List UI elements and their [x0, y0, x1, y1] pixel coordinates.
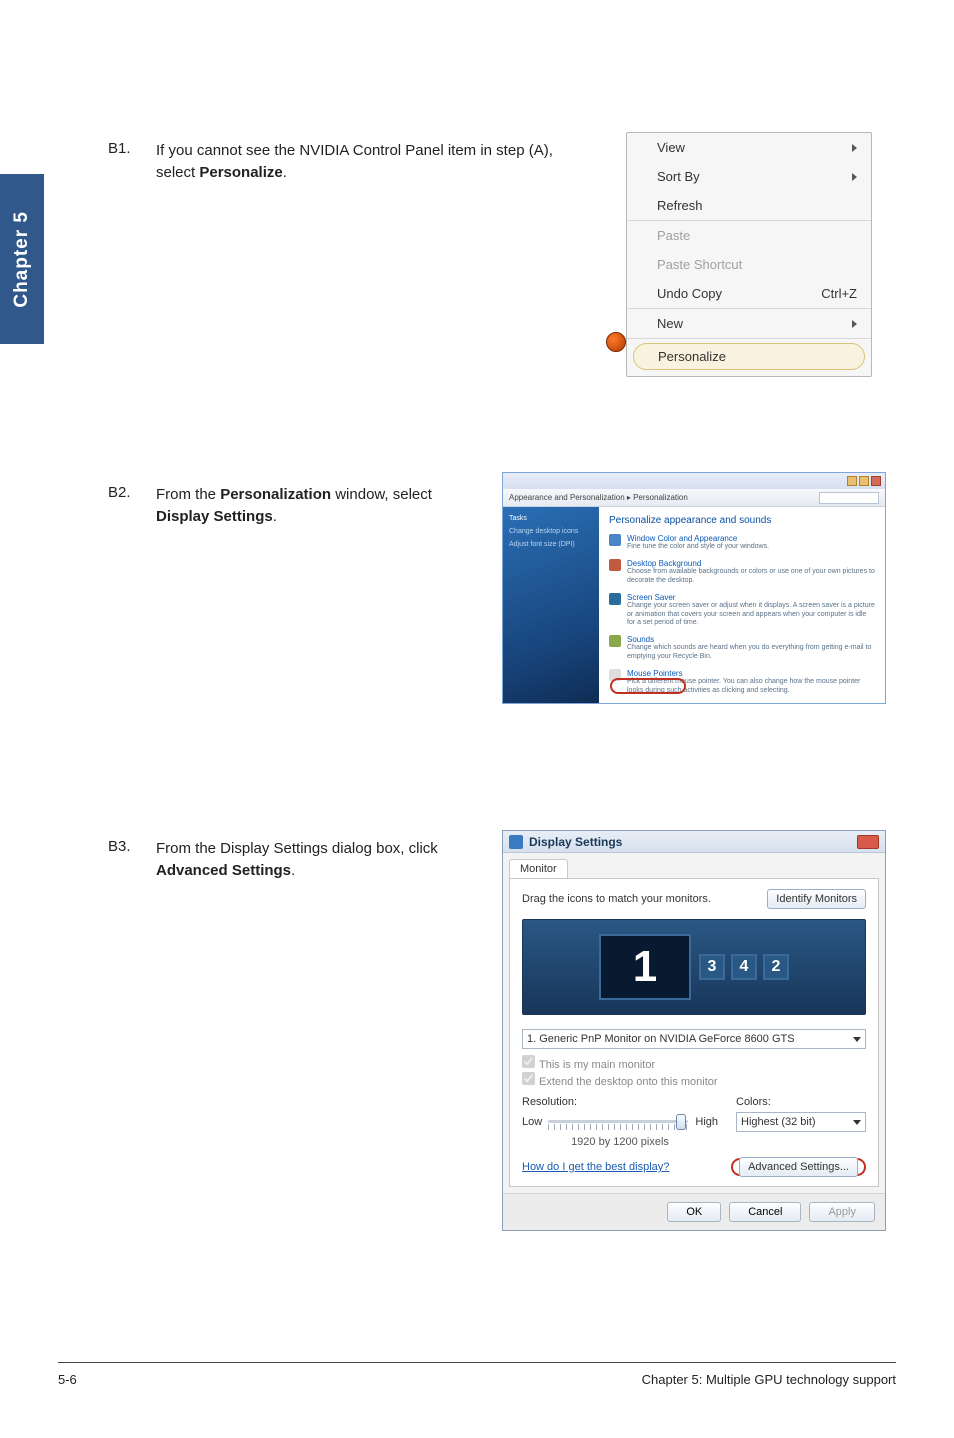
menu-paste: Paste: [627, 221, 871, 250]
monitor-arrangement[interactable]: 1 3 4 2: [522, 919, 866, 1015]
menu-undo-copy[interactable]: Undo CopyCtrl+Z: [627, 279, 871, 308]
display-settings-window: Display Settings Monitor Drag the icons …: [502, 830, 886, 1231]
drag-label: Drag the icons to match your monitors.: [522, 893, 711, 905]
monitor-select[interactable]: 1. Generic PnP Monitor on NVIDIA GeForce…: [522, 1029, 866, 1049]
chapter-tab: Chapter 5: [0, 174, 44, 344]
slider-thumb[interactable]: [676, 1114, 686, 1130]
chevron-down-icon: [853, 1037, 861, 1042]
search-input[interactable]: [819, 492, 879, 504]
step-number: B2.: [108, 484, 131, 501]
minimize-icon[interactable]: [847, 476, 857, 486]
resolution-slider[interactable]: Low High: [522, 1112, 718, 1132]
step-text: If you cannot see the NVIDIA Control Pan…: [156, 140, 576, 184]
window-titlebar: Display Settings: [503, 831, 885, 853]
menu-view[interactable]: View: [627, 133, 871, 162]
dialog-buttons: OK Cancel Apply: [503, 1193, 885, 1230]
help-link[interactable]: How do I get the best display?: [522, 1161, 669, 1173]
sidebar-link[interactable]: Change desktop icons: [509, 528, 593, 535]
sidebar-link[interactable]: Adjust font size (DPI): [509, 541, 593, 548]
submenu-arrow-icon: [852, 320, 857, 328]
address-bar: Appearance and Personalization ▸ Persona…: [503, 489, 885, 507]
submenu-arrow-icon: [852, 144, 857, 152]
colors-select[interactable]: Highest (32 bit): [736, 1112, 866, 1132]
window-title: Display Settings: [529, 835, 622, 849]
step-text: From the Personalization window, select …: [156, 484, 486, 528]
footer-divider: [58, 1362, 896, 1363]
link-window-color[interactable]: Window Color and Appearance: [627, 534, 769, 543]
advanced-settings-button[interactable]: Advanced Settings...: [739, 1157, 858, 1177]
tab-monitor[interactable]: Monitor: [509, 859, 568, 878]
page-title: Personalize appearance and sounds: [609, 515, 875, 526]
monitor-2[interactable]: 2: [763, 954, 789, 980]
breadcrumb[interactable]: Appearance and Personalization ▸ Persona…: [509, 493, 688, 502]
ok-button[interactable]: OK: [667, 1202, 721, 1222]
step-number: B1.: [108, 140, 131, 157]
menu-refresh[interactable]: Refresh: [627, 191, 871, 220]
desktop-background-icon: [609, 559, 621, 571]
maximize-icon[interactable]: [859, 476, 869, 486]
page-number: 5-6: [58, 1372, 77, 1387]
link-desktop-background[interactable]: Desktop Background: [627, 559, 875, 568]
monitor-3[interactable]: 3: [699, 954, 725, 980]
highlight-oval: Advanced Settings...: [731, 1158, 866, 1176]
desktop-context-menu: View Sort By Refresh Paste Paste Shortcu…: [626, 132, 872, 377]
apply-button: Apply: [809, 1202, 875, 1222]
monitor-4[interactable]: 4: [731, 954, 757, 980]
personalization-window: Appearance and Personalization ▸ Persona…: [502, 472, 886, 704]
menu-personalize[interactable]: Personalize: [633, 343, 865, 370]
tasks-sidebar: Tasks Change desktop icons Adjust font s…: [503, 507, 599, 703]
menu-new[interactable]: New: [627, 309, 871, 338]
resolution-label: Resolution:: [522, 1096, 718, 1108]
personalize-icon: [606, 332, 626, 352]
close-icon[interactable]: [871, 476, 881, 486]
main-monitor-checkbox: This is my main monitor: [522, 1055, 866, 1071]
close-icon[interactable]: [857, 835, 879, 849]
screen-saver-icon: [609, 593, 621, 605]
link-mouse-pointers[interactable]: Mouse Pointers: [627, 669, 875, 678]
monitor-panel: Drag the icons to match your monitors. I…: [509, 878, 879, 1187]
sidebar-header: Tasks: [509, 515, 593, 522]
slider-ticks: [548, 1124, 688, 1130]
resolution-value: 1920 by 1200 pixels: [522, 1136, 718, 1148]
link-screen-saver[interactable]: Screen Saver: [627, 593, 875, 602]
identify-monitors-button[interactable]: Identify Monitors: [767, 889, 866, 909]
cancel-button[interactable]: Cancel: [729, 1202, 801, 1222]
menu-divider: [627, 338, 871, 339]
step-text: From the Display Settings dialog box, cl…: [156, 838, 486, 882]
colors-label: Colors:: [736, 1096, 866, 1108]
footer-chapter: Chapter 5: Multiple GPU technology suppo…: [642, 1372, 896, 1387]
window-titlebar: [503, 473, 885, 489]
slider-track: [548, 1120, 688, 1123]
menu-sort-by[interactable]: Sort By: [627, 162, 871, 191]
menu-shortcut: Ctrl+Z: [821, 286, 857, 301]
sounds-icon: [609, 635, 621, 647]
chapter-tab-label: Chapter 5: [11, 211, 33, 308]
chevron-down-icon: [853, 1120, 861, 1125]
menu-paste-shortcut: Paste Shortcut: [627, 250, 871, 279]
highlight-oval: [610, 678, 686, 694]
theme-icon: [609, 703, 621, 704]
tab-strip: Monitor: [503, 853, 885, 878]
step-number: B3.: [108, 838, 131, 855]
window-color-icon: [609, 534, 621, 546]
monitor-1[interactable]: 1: [599, 934, 691, 1000]
link-sounds[interactable]: Sounds: [627, 635, 875, 644]
display-settings-icon: [509, 835, 523, 849]
personalization-main: Personalize appearance and sounds Window…: [599, 507, 885, 703]
extend-desktop-checkbox: Extend the desktop onto this monitor: [522, 1072, 866, 1088]
submenu-arrow-icon: [852, 173, 857, 181]
link-theme[interactable]: Theme: [627, 703, 875, 704]
